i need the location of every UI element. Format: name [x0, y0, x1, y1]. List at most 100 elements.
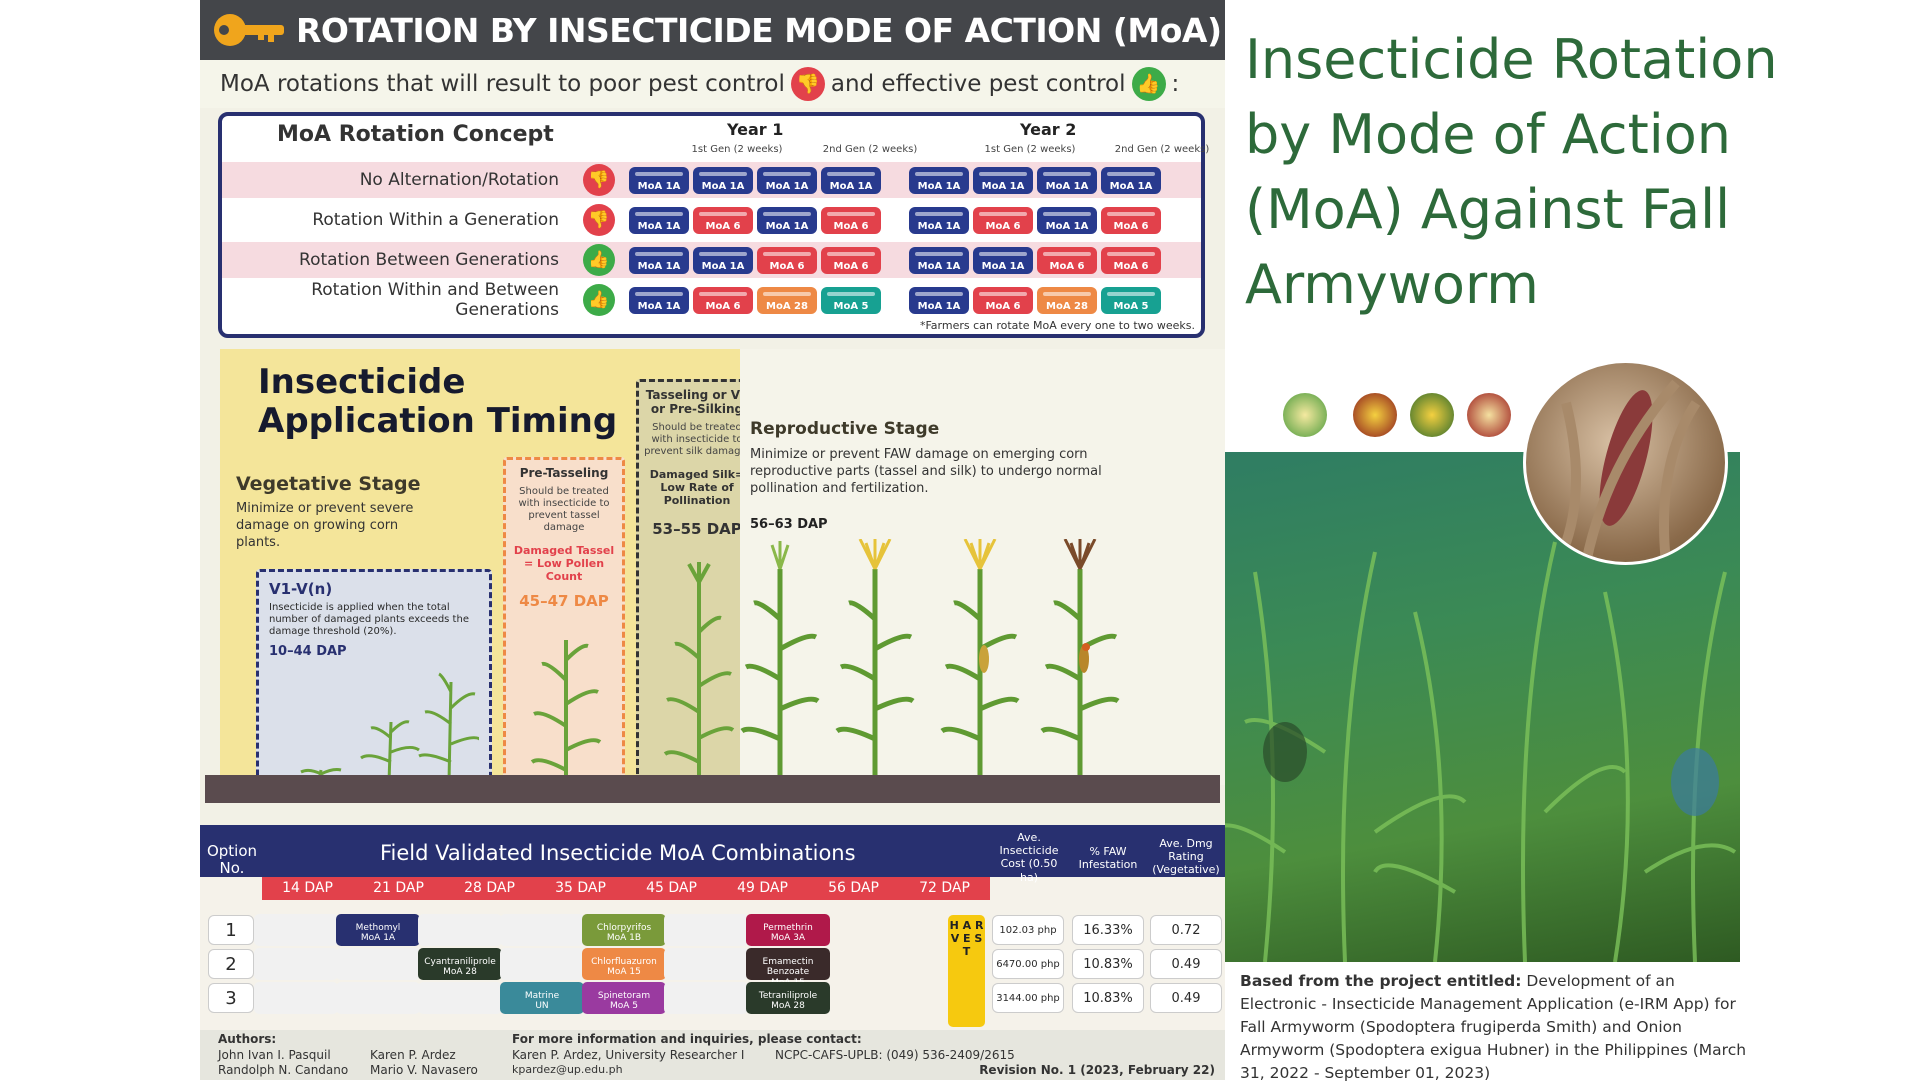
moa-pill: MoA 1A: [629, 246, 689, 274]
moa-pill: MoA 1A: [1037, 206, 1097, 234]
dap-header-cell: 56 DAP: [828, 880, 879, 896]
contact-email[interactable]: kpardez@up.edu.ph: [512, 1063, 623, 1076]
agency-logo-4: [1467, 393, 1511, 437]
moa-pill: MoA 1A: [629, 166, 689, 194]
application-timing-section: Insecticide Application Timing Vegetative…: [200, 345, 1225, 803]
insecticide-moa: MoA 15: [607, 967, 641, 978]
infographic-poster: ROTATION BY INSECTICIDE MODE OF ACTION (…: [200, 0, 1225, 1080]
pre-tasseling-desc: Should be treated with insecticide to pr…: [518, 486, 610, 533]
empty-cell: [418, 982, 502, 1014]
vegetative-stage-title: Vegetative Stage: [236, 473, 421, 495]
insecticide-name: Spinetoram: [597, 991, 651, 1001]
agency-logo-2: [1353, 393, 1397, 437]
caption-bold: Based from the project entitled:: [1240, 972, 1522, 990]
insecticide-moa: MoA 3A: [770, 933, 806, 944]
moa-pill: MoA 1A: [1037, 166, 1097, 194]
insecticide-cell: Permethrin MoA 3A: [746, 914, 830, 946]
harvest-label: H A R V E S T: [948, 915, 985, 1027]
vegetative-stage-desc: Minimize or prevent severe damage on gro…: [236, 501, 414, 550]
empty-cell: [664, 914, 748, 946]
moa-pill: MoA 6: [973, 206, 1033, 234]
reproductive-dap: 56–63 DAP: [750, 517, 828, 532]
insecticide-moa: UN: [535, 1001, 549, 1012]
insecticide-name: Methomyl: [355, 923, 401, 933]
moa-pill: MoA 6: [757, 246, 817, 274]
insecticide-cell: Emamectin BenzoateMoA 15: [746, 948, 830, 988]
concept-row-label: Rotation Within and Between Generations: [311, 280, 559, 320]
authors-label: Authors:: [218, 1032, 277, 1046]
insecticide-cell: Cyantraniliprole MoA 28: [418, 948, 502, 980]
author-3: Karen P. Ardez: [370, 1048, 456, 1062]
insecticide-cell: Tetraniliprole MoA 28: [746, 982, 830, 1014]
damaged-corn-photo: [1523, 360, 1728, 565]
thumbs-up-icon: 👍: [583, 244, 615, 276]
contact-phone: NCPC-CAFS-UPLB: (049) 536-2409/2615: [775, 1048, 1015, 1062]
reproductive-stage-desc: Minimize or prevent FAW damage on emergi…: [750, 447, 1102, 496]
gen2-label-y2: 2nd Gen (2 weeks): [1114, 144, 1210, 155]
side-title: Insecticide Rotation by Mode of Action (…: [1245, 28, 1778, 316]
moa-pill: MoA 1A: [757, 166, 817, 194]
dap-header-cell: 21 DAP: [373, 880, 424, 896]
faw-value: 10.83%: [1072, 983, 1144, 1013]
cornfield-photo: [1225, 452, 1740, 962]
moa-pill: MoA 1A: [629, 286, 689, 314]
moa-pill: MoA 1A: [909, 206, 969, 234]
field-validated-table: Option No. Field Validated Insecticide M…: [200, 825, 1225, 1030]
author-1: John Ivan I. Pasquil: [218, 1048, 331, 1062]
dap-header-cell: 28 DAP: [464, 880, 515, 896]
v1-dap: 10–44 DAP: [269, 644, 347, 659]
tassel-plant-illustration: [663, 562, 735, 788]
moa-pill: MoA 1A: [693, 246, 753, 274]
year1-label: Year 1: [727, 120, 784, 139]
v1-vn-box: V1-V(n) Insecticide is applied when the …: [256, 569, 492, 785]
insecticide-name: Tetraniliprole: [758, 991, 818, 1001]
dap-header-cell: 72 DAP: [919, 880, 970, 896]
thumbs-up-icon: 👍: [583, 284, 615, 316]
year2-label: Year 2: [1020, 120, 1077, 139]
empty-cell: [254, 914, 338, 946]
concept-row-label: Rotation Within a Generation: [312, 210, 559, 230]
insecticide-cell: Methomyl MoA 1A: [336, 914, 420, 946]
timing-title: Insecticide Application Timing: [258, 362, 617, 441]
insecticide-cell: Chlorpyrifos MoA 1B: [582, 914, 666, 946]
dmg-value: 0.72: [1150, 915, 1222, 945]
pre-tasseling-note: Damaged Tassel = Low Pollen Count: [513, 544, 615, 584]
moa-pill: MoA 6: [821, 206, 881, 234]
insecticide-moa: MoA 1B: [606, 933, 642, 944]
subtitle-colon: :: [1171, 71, 1180, 97]
project-caption: Based from the project entitled: Develop…: [1240, 970, 1755, 1085]
seedling-illustration: [300, 672, 479, 782]
thumbs-down-icon: 👎: [583, 164, 615, 196]
gen2-label: 2nd Gen (2 weeks): [822, 144, 918, 155]
dap-header-row: 14 DAP 21 DAP 28 DAP 35 DAP 45 DAP 49 DAP 56 D…: [262, 877, 990, 900]
moa-pill: MoA 6: [1101, 246, 1161, 274]
rotation-note: *Farmers can rotate MoA every one to two…: [919, 319, 1195, 332]
thumbs-down-icon: 👎: [790, 67, 825, 101]
option-number: 3: [208, 983, 254, 1013]
poster-title: ROTATION BY INSECTICIDE MODE OF ACTION (…: [296, 10, 1222, 50]
faw-value: 16.33%: [1072, 915, 1144, 945]
cost-value: 3144.00 php: [992, 983, 1064, 1013]
insecticide-cell: Spinetoram MoA 5: [582, 982, 666, 1014]
poster-footer: Authors: John Ivan I. Pasquil Randolph N…: [200, 1030, 1225, 1080]
poster-header: ROTATION BY INSECTICIDE MODE OF ACTION (…: [200, 0, 1225, 60]
dap-header-cell: 45 DAP: [646, 880, 697, 896]
moa-pill: MoA 1A: [629, 206, 689, 234]
author-4: Mario V. Navasero: [370, 1063, 478, 1077]
moa-pill: MoA 28: [757, 286, 817, 314]
empty-cell: [336, 948, 420, 980]
moa-pill: MoA 1A: [909, 166, 969, 194]
reproductive-panel: Reproductive Stage Minimize or prevent F…: [740, 349, 1225, 785]
empty-cell: [418, 914, 502, 946]
insecticide-name: Matrine: [524, 991, 560, 1001]
gen1-label: 1st Gen (2 weeks): [691, 144, 783, 155]
empty-cell: [664, 948, 748, 980]
empty-cell: [500, 914, 584, 946]
pre-tasseling-title: Pre-Tasseling: [519, 466, 609, 480]
insecticide-cell: Chlorfluazuron MoA 15: [582, 948, 666, 980]
v1-title: V1-V(n): [269, 580, 333, 598]
moa-pill: MoA 5: [821, 286, 881, 314]
agency-logo-3: [1410, 393, 1454, 437]
moa-pill: MoA 1A: [973, 246, 1033, 274]
insecticide-name: Chlorpyrifos: [596, 923, 652, 933]
